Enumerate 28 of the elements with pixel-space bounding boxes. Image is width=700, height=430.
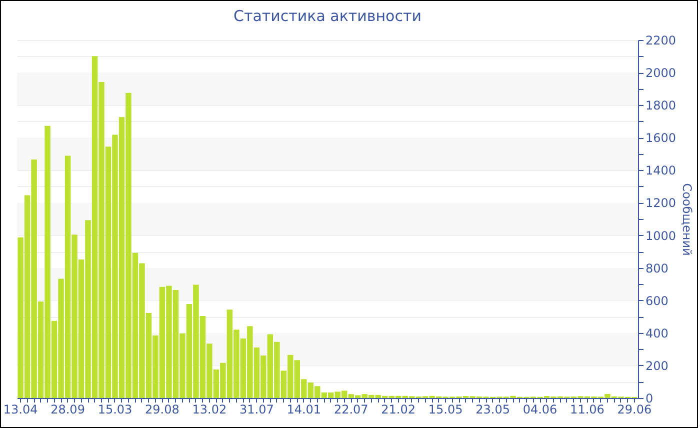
x-tick-label: 15.05 <box>428 402 463 416</box>
y-tick-label: 1800 <box>646 98 676 113</box>
x-tick-label: 13.04 <box>3 402 38 416</box>
y-tick-label: 1600 <box>646 131 676 146</box>
y-tick-label: 2000 <box>646 66 676 80</box>
x-tick-label: 31.07 <box>239 402 274 416</box>
y-tick-label: 0 <box>646 392 654 406</box>
chart-title: Статистика активности <box>234 7 422 25</box>
x-tick-label: 29.06 <box>617 402 652 416</box>
x-tick-label: 29.08 <box>145 402 180 416</box>
y-tick-label: 800 <box>646 261 668 276</box>
y-tick-label: 2200 <box>646 34 676 48</box>
x-tick-label: 14.01 <box>286 402 322 416</box>
y-tick-label: 400 <box>646 326 668 340</box>
x-tick-label: 11.06 <box>570 402 604 416</box>
y-tick-label: 200 <box>646 358 668 373</box>
x-tick-label: 13.02 <box>192 402 227 416</box>
y-tick-label: 600 <box>646 294 668 308</box>
y-tick-label: 1000 <box>646 228 676 243</box>
x-tick-label: 04.06 <box>522 402 558 416</box>
y-tick-label: 1400 <box>646 164 676 178</box>
x-tick-label: 22.07 <box>334 402 368 416</box>
x-tick-label: 28.09 <box>50 402 85 416</box>
y-tick-label: 1200 <box>646 196 676 210</box>
x-tick-label: 21.02 <box>381 402 416 416</box>
x-tick-label: 15.03 <box>98 402 132 416</box>
x-tick-label: 23.05 <box>476 402 510 416</box>
y-axis-title: Сообщений <box>680 183 694 256</box>
